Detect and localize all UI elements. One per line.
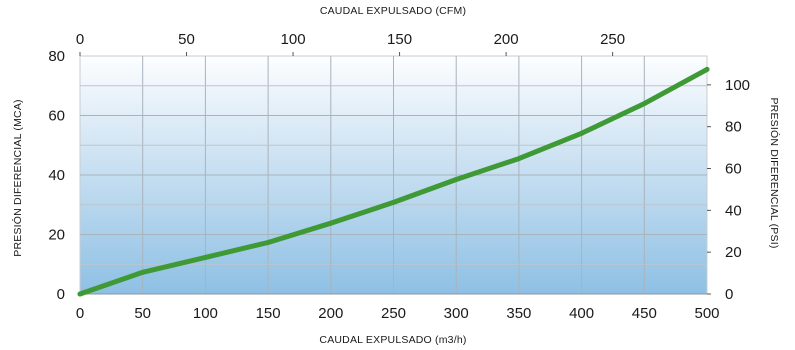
data-point bbox=[77, 291, 83, 297]
data-point bbox=[202, 254, 208, 260]
y2-tick-label: 80 bbox=[725, 119, 742, 136]
x2-tick-label: 200 bbox=[494, 31, 519, 48]
data-point bbox=[704, 66, 710, 72]
y-tick-label: 60 bbox=[48, 108, 65, 125]
x-tick-label: 50 bbox=[134, 305, 151, 322]
x-tick-label: 450 bbox=[632, 305, 657, 322]
y2-tick-label: 20 bbox=[725, 244, 742, 261]
data-point bbox=[391, 199, 396, 205]
x-tick-label: 300 bbox=[444, 305, 469, 322]
data-point bbox=[328, 220, 334, 226]
tick-labels: 0 50 100 150 200 250 300 350 400 450 5000204060800… bbox=[48, 31, 750, 322]
x-tick-label: 200 bbox=[318, 305, 343, 322]
y2-axis-title: PRESIÓN DIFERENCIAL (PSI) bbox=[768, 97, 781, 248]
x2-tick-label: 50 bbox=[178, 31, 195, 48]
series-layer bbox=[77, 66, 710, 297]
x-axis-title: CAUDAL EXPULSADO (m3/h) bbox=[319, 334, 466, 346]
data-point bbox=[140, 269, 146, 275]
x2-axis-title: CAUDAL EXPULSADO (CFM) bbox=[320, 5, 466, 17]
x2-tick-label: 100 bbox=[281, 31, 306, 48]
y2-tick-label: 60 bbox=[725, 161, 742, 178]
y2-tick-label: 40 bbox=[725, 202, 742, 219]
x-tick-label: 100 bbox=[193, 305, 218, 322]
axes bbox=[79, 52, 711, 295]
x2-tick-label: 0 bbox=[76, 31, 84, 48]
x-tick-label: 0 bbox=[76, 305, 84, 322]
x-tick-label: 150 bbox=[256, 305, 281, 322]
y-tick-label: 40 bbox=[48, 167, 65, 184]
x-tick-label: 350 bbox=[506, 305, 531, 322]
data-point bbox=[265, 240, 271, 246]
x2-tick-label: 150 bbox=[387, 31, 412, 48]
data-point bbox=[453, 176, 459, 182]
y-axis-title: PRESIÓN DIFERENCIAL (MCA) bbox=[11, 99, 24, 256]
y-tick-label: 20 bbox=[48, 227, 65, 244]
y2-tick-label: 100 bbox=[725, 77, 750, 94]
x2-tick-label: 250 bbox=[600, 31, 625, 48]
data-point bbox=[579, 130, 585, 136]
data-point bbox=[516, 156, 522, 162]
x-tick-label: 500 bbox=[694, 305, 719, 322]
data-point bbox=[641, 101, 647, 107]
x-tick-label: 400 bbox=[569, 305, 594, 322]
x-tick-label: 250 bbox=[381, 305, 406, 322]
y-tick-label: 0 bbox=[57, 286, 65, 303]
y2-tick-label: 0 bbox=[725, 286, 733, 303]
y-tick-label: 80 bbox=[48, 48, 65, 65]
